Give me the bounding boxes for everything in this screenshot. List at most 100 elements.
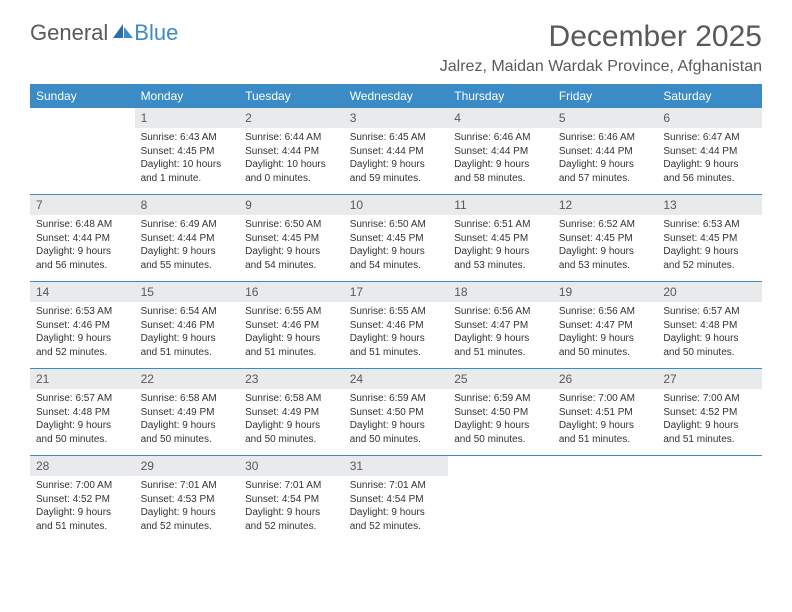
sunset-text: Sunset: 4:51 PM	[559, 406, 652, 420]
calendar-day: 4Sunrise: 6:46 AMSunset: 4:44 PMDaylight…	[448, 108, 553, 195]
day-details: Sunrise: 6:56 AMSunset: 4:47 PMDaylight:…	[553, 302, 658, 363]
logo-sail-icon	[112, 20, 134, 46]
sunset-text: Sunset: 4:44 PM	[36, 232, 129, 246]
calendar-day: 19Sunrise: 6:56 AMSunset: 4:47 PMDayligh…	[553, 282, 658, 369]
calendar-day: 24Sunrise: 6:59 AMSunset: 4:50 PMDayligh…	[344, 369, 449, 456]
sunset-text: Sunset: 4:47 PM	[454, 319, 547, 333]
day-number: 19	[553, 282, 658, 302]
day-number: 31	[344, 456, 449, 476]
day-number: 12	[553, 195, 658, 215]
calendar-day: 22Sunrise: 6:58 AMSunset: 4:49 PMDayligh…	[135, 369, 240, 456]
sunset-text: Sunset: 4:52 PM	[36, 493, 129, 507]
calendar-day: 14Sunrise: 6:53 AMSunset: 4:46 PMDayligh…	[30, 282, 135, 369]
day-details: Sunrise: 6:59 AMSunset: 4:50 PMDaylight:…	[344, 389, 449, 450]
day-number: 30	[239, 456, 344, 476]
calendar-page: General Blue December 2025 Jalrez, Maida…	[0, 0, 792, 562]
daylight-text: Daylight: 9 hours and 56 minutes.	[36, 245, 129, 272]
day-number: 15	[135, 282, 240, 302]
calendar-day: 17Sunrise: 6:55 AMSunset: 4:46 PMDayligh…	[344, 282, 449, 369]
day-details: Sunrise: 6:44 AMSunset: 4:44 PMDaylight:…	[239, 128, 344, 189]
day-number: 7	[30, 195, 135, 215]
sunset-text: Sunset: 4:49 PM	[141, 406, 234, 420]
daylight-text: Daylight: 9 hours and 57 minutes.	[559, 158, 652, 185]
sunset-text: Sunset: 4:44 PM	[454, 145, 547, 159]
sunrise-text: Sunrise: 6:50 AM	[350, 218, 443, 232]
calendar-day: 16Sunrise: 6:55 AMSunset: 4:46 PMDayligh…	[239, 282, 344, 369]
day-details: Sunrise: 6:53 AMSunset: 4:46 PMDaylight:…	[30, 302, 135, 363]
sunset-text: Sunset: 4:45 PM	[141, 145, 234, 159]
dayname: Tuesday	[239, 84, 344, 108]
day-details: Sunrise: 6:55 AMSunset: 4:46 PMDaylight:…	[344, 302, 449, 363]
sunrise-text: Sunrise: 6:57 AM	[663, 305, 756, 319]
logo-text-1: General	[30, 20, 108, 46]
daylight-text: Daylight: 9 hours and 51 minutes.	[350, 332, 443, 359]
dayname: Wednesday	[344, 84, 449, 108]
day-number: 18	[448, 282, 553, 302]
day-number: 17	[344, 282, 449, 302]
day-details: Sunrise: 6:43 AMSunset: 4:45 PMDaylight:…	[135, 128, 240, 189]
dayname: Sunday	[30, 84, 135, 108]
daylight-text: Daylight: 9 hours and 55 minutes.	[141, 245, 234, 272]
day-details: Sunrise: 6:56 AMSunset: 4:47 PMDaylight:…	[448, 302, 553, 363]
dayname: Saturday	[657, 84, 762, 108]
day-number: 29	[135, 456, 240, 476]
day-number: 11	[448, 195, 553, 215]
day-details: Sunrise: 7:01 AMSunset: 4:54 PMDaylight:…	[239, 476, 344, 537]
sunrise-text: Sunrise: 6:54 AM	[141, 305, 234, 319]
daylight-text: Daylight: 9 hours and 50 minutes.	[663, 332, 756, 359]
daylight-text: Daylight: 9 hours and 50 minutes.	[454, 419, 547, 446]
sunset-text: Sunset: 4:44 PM	[663, 145, 756, 159]
day-details: Sunrise: 6:58 AMSunset: 4:49 PMDaylight:…	[239, 389, 344, 450]
dayname: Thursday	[448, 84, 553, 108]
daylight-text: Daylight: 9 hours and 54 minutes.	[350, 245, 443, 272]
daylight-text: Daylight: 9 hours and 52 minutes.	[350, 506, 443, 533]
sunrise-text: Sunrise: 6:52 AM	[559, 218, 652, 232]
calendar-day: 23Sunrise: 6:58 AMSunset: 4:49 PMDayligh…	[239, 369, 344, 456]
sunrise-text: Sunrise: 7:00 AM	[36, 479, 129, 493]
sunrise-text: Sunrise: 6:56 AM	[454, 305, 547, 319]
dayname-row: Sunday Monday Tuesday Wednesday Thursday…	[30, 84, 762, 108]
day-number: 20	[657, 282, 762, 302]
day-details: Sunrise: 6:50 AMSunset: 4:45 PMDaylight:…	[344, 215, 449, 276]
day-details: Sunrise: 7:01 AMSunset: 4:53 PMDaylight:…	[135, 476, 240, 537]
sunset-text: Sunset: 4:44 PM	[141, 232, 234, 246]
sunrise-text: Sunrise: 6:55 AM	[245, 305, 338, 319]
calendar-week: 1Sunrise: 6:43 AMSunset: 4:45 PMDaylight…	[30, 108, 762, 195]
calendar-day: 6Sunrise: 6:47 AMSunset: 4:44 PMDaylight…	[657, 108, 762, 195]
sunset-text: Sunset: 4:45 PM	[663, 232, 756, 246]
day-number: 4	[448, 108, 553, 128]
daylight-text: Daylight: 9 hours and 50 minutes.	[350, 419, 443, 446]
day-details: Sunrise: 6:50 AMSunset: 4:45 PMDaylight:…	[239, 215, 344, 276]
daylight-text: Daylight: 9 hours and 59 minutes.	[350, 158, 443, 185]
sunrise-text: Sunrise: 6:53 AM	[663, 218, 756, 232]
sunset-text: Sunset: 4:44 PM	[245, 145, 338, 159]
day-number: 28	[30, 456, 135, 476]
daylight-text: Daylight: 9 hours and 58 minutes.	[454, 158, 547, 185]
calendar-empty	[30, 108, 135, 195]
sunrise-text: Sunrise: 7:01 AM	[350, 479, 443, 493]
calendar-day: 11Sunrise: 6:51 AMSunset: 4:45 PMDayligh…	[448, 195, 553, 282]
day-number: 26	[553, 369, 658, 389]
sunrise-text: Sunrise: 7:01 AM	[141, 479, 234, 493]
sunrise-text: Sunrise: 6:46 AM	[559, 131, 652, 145]
sunset-text: Sunset: 4:48 PM	[663, 319, 756, 333]
day-number: 25	[448, 369, 553, 389]
sunrise-text: Sunrise: 6:58 AM	[141, 392, 234, 406]
calendar-day: 2Sunrise: 6:44 AMSunset: 4:44 PMDaylight…	[239, 108, 344, 195]
sunrise-text: Sunrise: 7:00 AM	[663, 392, 756, 406]
sunset-text: Sunset: 4:44 PM	[559, 145, 652, 159]
daylight-text: Daylight: 9 hours and 51 minutes.	[245, 332, 338, 359]
day-details: Sunrise: 6:45 AMSunset: 4:44 PMDaylight:…	[344, 128, 449, 189]
day-number: 23	[239, 369, 344, 389]
day-number: 10	[344, 195, 449, 215]
day-number: 1	[135, 108, 240, 128]
sunrise-text: Sunrise: 6:59 AM	[350, 392, 443, 406]
location: Jalrez, Maidan Wardak Province, Afghanis…	[440, 58, 762, 76]
sunset-text: Sunset: 4:45 PM	[559, 232, 652, 246]
day-details: Sunrise: 6:46 AMSunset: 4:44 PMDaylight:…	[553, 128, 658, 189]
day-details: Sunrise: 6:55 AMSunset: 4:46 PMDaylight:…	[239, 302, 344, 363]
day-details: Sunrise: 6:59 AMSunset: 4:50 PMDaylight:…	[448, 389, 553, 450]
calendar-empty	[657, 456, 762, 543]
daylight-text: Daylight: 9 hours and 51 minutes.	[141, 332, 234, 359]
sunrise-text: Sunrise: 6:58 AM	[245, 392, 338, 406]
